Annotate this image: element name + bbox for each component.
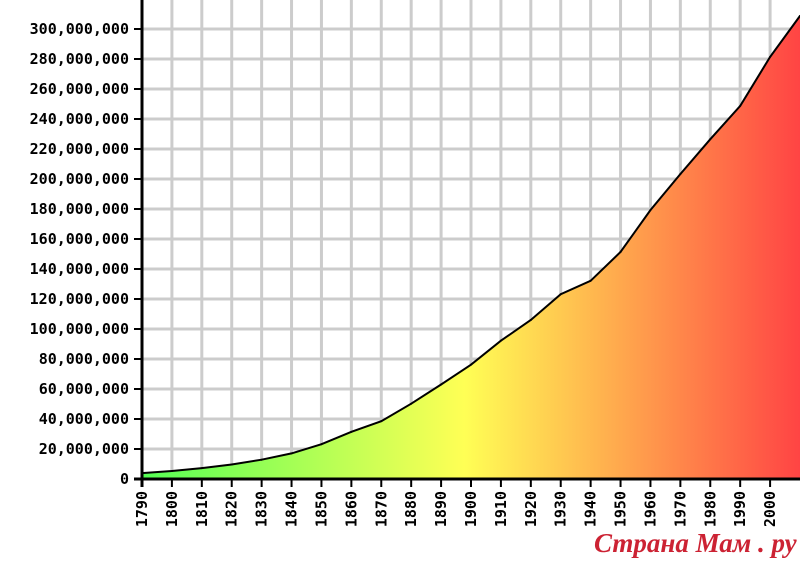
x-tick-label: 1980 [701,491,719,527]
x-tick-label: 1990 [731,491,749,527]
x-tick-label: 1840 [283,491,301,527]
watermark-text-fill: Страна Мам . ру [594,528,798,558]
x-tick-label: 1890 [432,491,450,527]
x-tick-label: 1930 [552,491,570,527]
y-tick-label: 120,000,000 [30,290,129,308]
x-tick-label: 1790 [133,491,151,527]
x-tick-label: 1920 [522,491,540,527]
y-tick-label: 140,000,000 [30,260,129,278]
y-tick-label: 200,000,000 [30,170,129,188]
y-tick-labels: 0 20,000,000 40,000,000 60,000,000 80,000,00… [30,20,129,488]
x-tick-label: 1850 [312,491,330,527]
x-tick-label: 1960 [641,491,659,527]
x-tick-label: 1910 [492,491,510,527]
x-tick-label: 1860 [342,491,360,527]
watermark-logo: Страна Мам . ру Страна Мам . ру [592,526,800,561]
y-tick-label: 240,000,000 [30,110,129,128]
x-tick-label: 1810 [193,491,211,527]
population-area [142,15,800,480]
y-tick-label: 220,000,000 [30,140,129,158]
y-tick-label: 40,000,000 [39,410,129,428]
x-tick-label: 1820 [223,491,241,527]
x-tick-label: 1870 [372,491,390,527]
y-tick-label: 280,000,000 [30,50,129,68]
x-tick-label: 1950 [612,491,630,527]
watermark-text: Страна Мам . ру [594,528,798,558]
y-tick-label: 0 [120,470,129,488]
y-tick-label: 300,000,000 [30,20,129,38]
y-tick-label: 80,000,000 [39,350,129,368]
y-tick-label: 60,000,000 [39,380,129,398]
x-tick-label: 2000 [761,491,779,527]
x-tick-label: 1830 [253,491,271,527]
y-tick-label: 260,000,000 [30,80,129,98]
x-tick-label: 1940 [582,491,600,527]
axes [134,0,800,487]
x-tick-label: 1880 [402,491,420,527]
x-tick-label: 1970 [671,491,689,527]
y-tick-label: 20,000,000 [39,440,129,458]
y-tick-label: 160,000,000 [30,230,129,248]
x-tick-label: 1800 [163,491,181,527]
y-tick-label: 100,000,000 [30,320,129,338]
x-tick-labels: 1790 1800 1810 1820 1830 1840 1850 1860 1870 1880… [133,491,779,527]
population-line [141,15,800,475]
y-tick-label: 180,000,000 [30,200,129,218]
x-tick-label: 1900 [462,491,480,527]
